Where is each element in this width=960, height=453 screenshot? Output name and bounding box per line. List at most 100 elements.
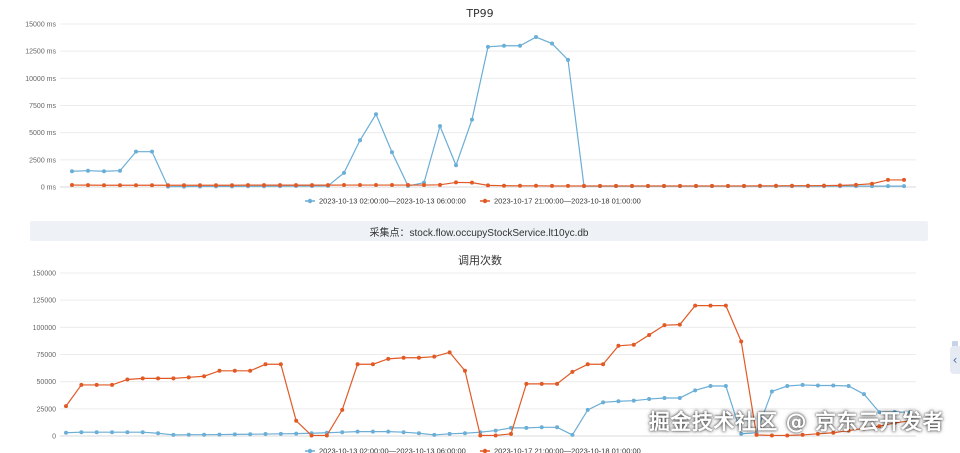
data-point bbox=[374, 112, 378, 117]
y-tick-label: 25000 bbox=[37, 406, 57, 413]
data-point bbox=[662, 183, 666, 188]
data-point bbox=[401, 355, 406, 360]
data-point bbox=[694, 183, 698, 188]
data-point bbox=[815, 431, 820, 436]
data-point bbox=[598, 183, 602, 188]
y-tick-label: 100000 bbox=[33, 325, 56, 332]
y-tick-label: 150000 bbox=[33, 271, 56, 278]
data-point bbox=[846, 384, 851, 389]
data-point bbox=[110, 382, 115, 387]
collection-point-label: 采集点：stock.flow.occupyStockService.lt10yc… bbox=[30, 221, 928, 241]
data-point bbox=[340, 407, 345, 412]
data-point bbox=[462, 431, 467, 436]
data-point bbox=[125, 430, 130, 435]
data-point bbox=[86, 183, 90, 188]
data-point bbox=[340, 430, 345, 435]
data-point bbox=[140, 430, 145, 435]
data-point bbox=[646, 183, 650, 188]
data-point bbox=[902, 177, 906, 182]
data-point bbox=[908, 410, 912, 415]
data-point bbox=[570, 369, 575, 374]
data-point bbox=[79, 430, 84, 435]
data-point bbox=[478, 433, 483, 438]
data-point bbox=[294, 183, 298, 188]
data-point bbox=[447, 350, 452, 355]
data-point bbox=[723, 384, 728, 389]
collapse-panel-button[interactable]: ‹ bbox=[950, 346, 960, 374]
data-point bbox=[892, 410, 897, 415]
data-point bbox=[86, 168, 90, 173]
data-point bbox=[708, 303, 713, 308]
y-tick-label: 10000 ms bbox=[25, 76, 56, 83]
data-point bbox=[64, 404, 68, 409]
data-point bbox=[486, 44, 490, 49]
data-point bbox=[248, 368, 253, 373]
data-point bbox=[754, 432, 759, 437]
data-point bbox=[248, 432, 253, 437]
data-point bbox=[822, 183, 826, 188]
data-point bbox=[390, 150, 394, 155]
data-point bbox=[601, 400, 606, 405]
data-point bbox=[432, 432, 437, 437]
data-point bbox=[585, 407, 590, 412]
data-point bbox=[309, 433, 314, 438]
data-point bbox=[631, 342, 636, 347]
data-point bbox=[739, 339, 744, 344]
data-point bbox=[470, 117, 474, 122]
data-point bbox=[262, 183, 266, 188]
data-point bbox=[518, 43, 522, 48]
chevron-left-icon: ‹ bbox=[952, 353, 958, 367]
data-point bbox=[566, 57, 570, 62]
legend-label: 2023-10-17 21:00:00—2023-10-18 01:00:00 bbox=[494, 197, 641, 206]
data-point bbox=[693, 303, 698, 308]
data-point bbox=[156, 431, 161, 436]
data-point bbox=[555, 381, 560, 386]
data-point bbox=[861, 392, 866, 397]
data-point bbox=[630, 183, 634, 188]
data-point bbox=[166, 183, 170, 188]
data-point bbox=[509, 431, 514, 436]
data-point bbox=[570, 432, 575, 437]
data-point bbox=[232, 432, 237, 437]
data-point bbox=[616, 343, 621, 348]
data-point bbox=[263, 362, 268, 367]
watermark: 掘金技术社区 @ 京东云开发者 bbox=[648, 410, 944, 434]
data-point bbox=[140, 376, 145, 381]
legend-swatch-dot bbox=[482, 448, 488, 453]
data-point bbox=[278, 183, 282, 188]
y-tick-label: 0 ms bbox=[41, 185, 57, 192]
data-point bbox=[64, 430, 68, 435]
data-point bbox=[723, 303, 728, 308]
data-point bbox=[769, 433, 774, 438]
y-tick-label: 0 bbox=[52, 434, 56, 441]
side-marker bbox=[952, 341, 958, 347]
data-point bbox=[432, 354, 437, 359]
data-point bbox=[214, 183, 218, 188]
data-point bbox=[677, 322, 682, 327]
data-point bbox=[386, 429, 391, 434]
data-point bbox=[102, 169, 106, 174]
series-line bbox=[65, 305, 911, 437]
data-point bbox=[182, 183, 186, 188]
data-point bbox=[294, 418, 299, 423]
data-point bbox=[438, 182, 442, 187]
data-point bbox=[454, 163, 458, 168]
data-point bbox=[438, 124, 442, 129]
data-point bbox=[294, 431, 299, 436]
data-point bbox=[647, 332, 652, 337]
data-point bbox=[390, 183, 394, 188]
data-point bbox=[518, 183, 522, 188]
data-point bbox=[186, 375, 191, 380]
data-point bbox=[470, 180, 474, 185]
y-tick-label: 2500 ms bbox=[29, 157, 56, 164]
chart-title: TP99 bbox=[465, 7, 493, 20]
data-point bbox=[70, 183, 74, 188]
y-tick-label: 7500 ms bbox=[29, 103, 56, 110]
data-point bbox=[831, 383, 836, 388]
y-tick-label: 50000 bbox=[37, 379, 57, 386]
data-point bbox=[486, 183, 490, 188]
data-point bbox=[534, 183, 538, 188]
data-point bbox=[310, 183, 314, 188]
data-point bbox=[370, 429, 375, 434]
chart-title: 调用次数 bbox=[458, 253, 502, 267]
